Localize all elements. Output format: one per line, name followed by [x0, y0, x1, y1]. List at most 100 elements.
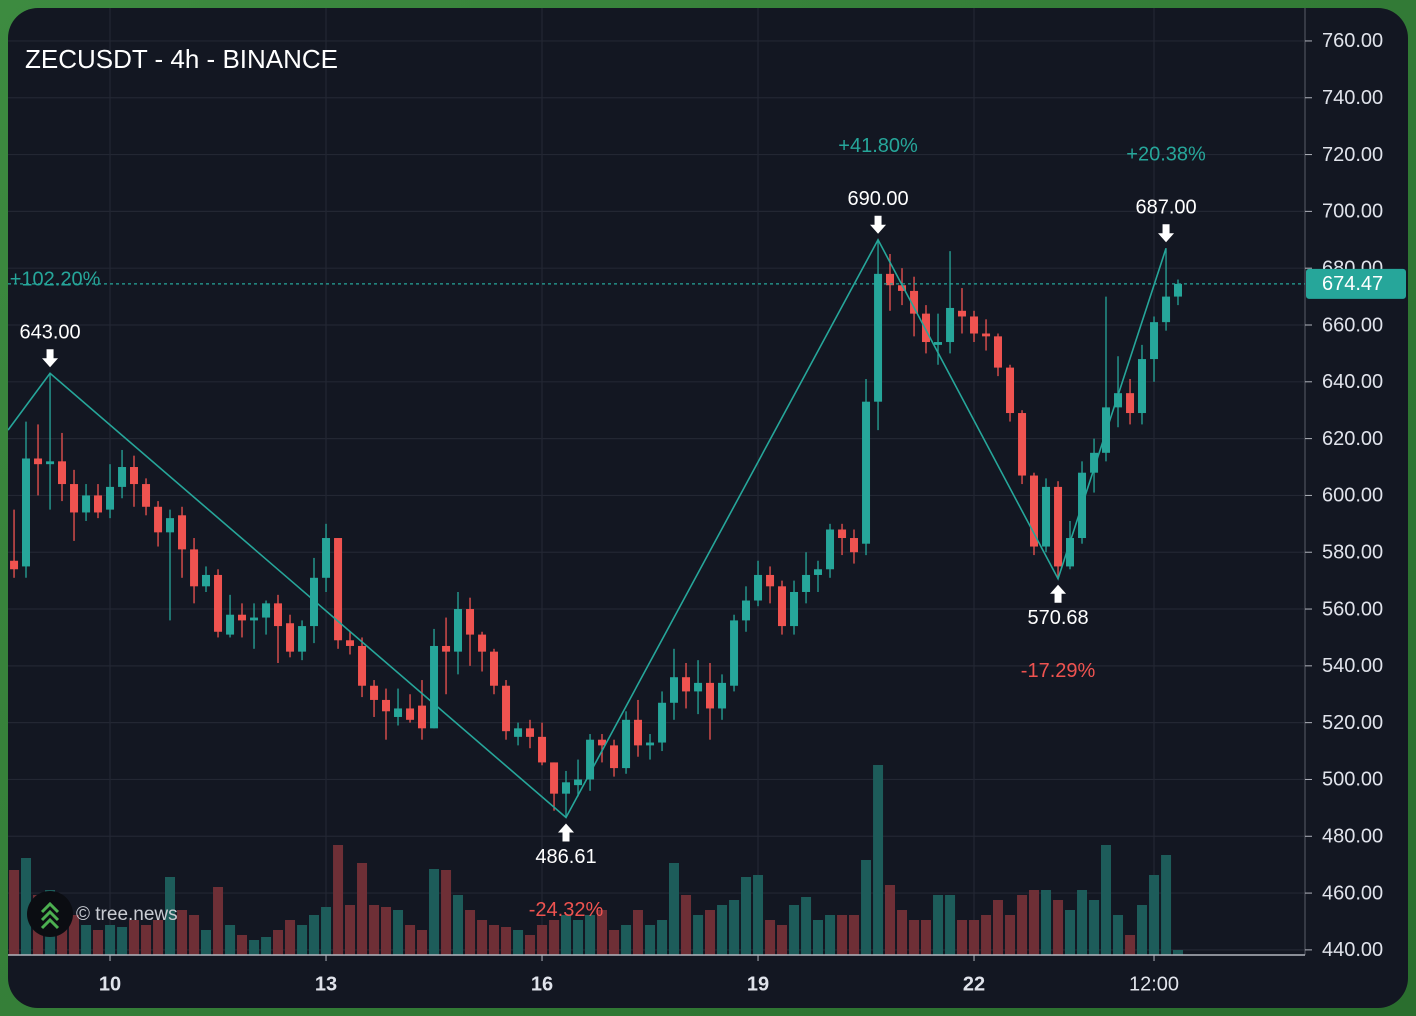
volume-bar [128, 920, 139, 955]
x-tick-label: 19 [747, 973, 769, 995]
pivot-label: 687.00 [1135, 197, 1196, 219]
candle-body [322, 538, 331, 578]
volume-bar [801, 897, 812, 955]
candle-body [561, 782, 570, 794]
candle-body [538, 736, 547, 763]
candle-body [813, 569, 822, 575]
volume-bar [369, 905, 380, 955]
volume-bar [657, 920, 668, 955]
candle-body [502, 685, 511, 732]
candle-body [1126, 393, 1135, 414]
volume-bar [668, 863, 679, 955]
candle-body [586, 739, 595, 780]
pivot-label: 570.68 [1027, 607, 1088, 629]
volume-bar [837, 915, 848, 955]
y-tick-label: 720.00 [1322, 144, 1383, 166]
grid [8, 8, 1305, 955]
candle-body [1006, 367, 1015, 414]
volume-bar [105, 925, 116, 955]
candle-body [165, 518, 174, 533]
y-tick-label: 440.00 [1322, 939, 1383, 961]
volume-bar [153, 920, 164, 955]
candle-body [1054, 486, 1063, 567]
y-tick-label: 740.00 [1322, 87, 1383, 109]
candle-body [46, 461, 55, 465]
candle-body [1090, 452, 1099, 473]
candle-body [669, 677, 678, 703]
y-tick-label: 600.00 [1322, 485, 1383, 507]
candle-body [273, 603, 282, 627]
volume-bar [488, 925, 499, 955]
candle-body [214, 574, 223, 632]
candle-body [514, 728, 523, 737]
zigzag-line [8, 238, 1167, 819]
volume-bar [393, 910, 404, 955]
volume-bar [812, 920, 823, 955]
pivot-label: 643.00 [19, 322, 80, 344]
candle-body [118, 467, 127, 487]
candle-body [633, 719, 642, 746]
y-tick-label: 700.00 [1322, 201, 1383, 223]
pivot-label: 690.00 [847, 188, 908, 210]
volume-bar [632, 910, 643, 955]
candle-body [1042, 486, 1051, 547]
volume-bar [537, 925, 548, 955]
pivot-arrow [557, 823, 574, 842]
volume-bar [189, 915, 200, 955]
candle-body [694, 682, 703, 692]
candle-body [574, 779, 583, 786]
volume-bar [441, 870, 452, 955]
pivot-arrow [870, 215, 887, 234]
watermark: © tree.news [76, 904, 178, 925]
volume-bar [1089, 900, 1100, 955]
volume-bar [861, 860, 872, 955]
volume-bar [681, 895, 692, 955]
candle-body [430, 645, 439, 729]
volume-bar [261, 937, 272, 955]
volume-bar [429, 869, 440, 955]
pivot-arrow [1158, 224, 1175, 243]
volume-bar [897, 910, 908, 955]
y-tick-label: 760.00 [1322, 30, 1383, 52]
candle-body [142, 484, 151, 507]
candle-body [1173, 283, 1182, 297]
volume-bar [177, 910, 188, 955]
candle-body [766, 574, 775, 587]
candle-body [741, 600, 750, 621]
volume-bar [9, 870, 20, 955]
candle-body [957, 310, 966, 317]
candle-body [250, 617, 259, 621]
volume-bar [729, 900, 740, 955]
y-tick-label: 560.00 [1322, 598, 1383, 620]
volume-bar [848, 915, 859, 955]
y-tick-label: 540.00 [1322, 655, 1383, 677]
candle-body [309, 577, 318, 627]
volume-bar [92, 930, 103, 955]
x-tick-label: 22 [963, 973, 985, 995]
volume-bar [513, 930, 524, 955]
volume-bar [873, 765, 884, 955]
pivot-change: +102.20% [10, 269, 101, 291]
volume-bar [693, 915, 704, 955]
volume-bar [1005, 915, 1016, 955]
pivot-arrow [42, 349, 59, 368]
pivot-change: -24.32% [529, 899, 604, 921]
volume-bar [213, 887, 224, 955]
volume-bar [297, 925, 308, 955]
zigzag [8, 238, 1167, 819]
candle-body [82, 495, 91, 513]
volume-bar [524, 935, 535, 955]
candle-body [34, 458, 43, 465]
candle-body [1065, 538, 1074, 567]
volume-bar [560, 915, 571, 955]
volume-bar [1149, 875, 1160, 955]
candle-body [934, 342, 943, 345]
volume-bar [920, 920, 931, 955]
volume-bar [333, 845, 344, 955]
candle-body [10, 560, 19, 570]
volume-bar [573, 920, 584, 955]
pivot-change: +20.38% [1126, 144, 1206, 166]
volume-bar [704, 910, 715, 955]
